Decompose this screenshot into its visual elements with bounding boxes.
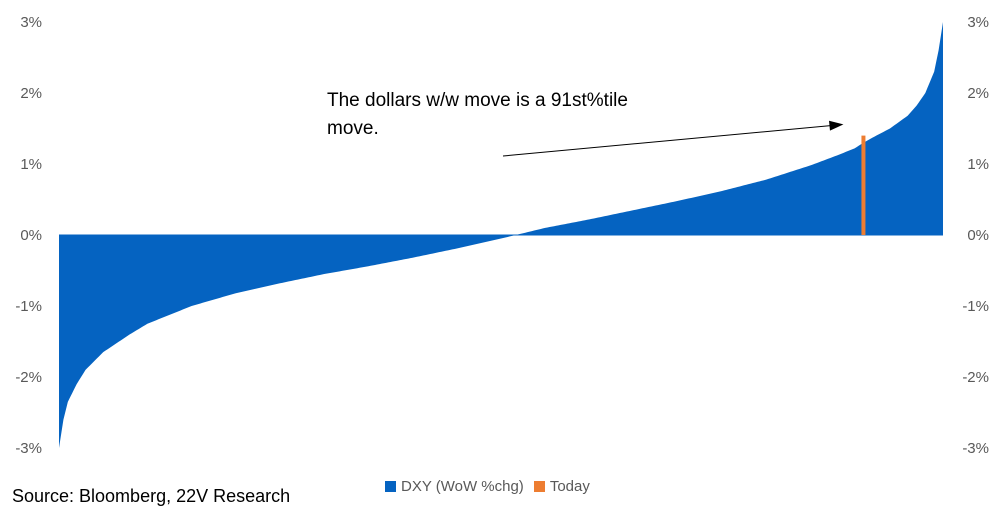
y-tick-left: -2% <box>15 369 42 386</box>
legend-item-today: Today <box>533 478 590 495</box>
legend-label-today: Today <box>549 478 590 495</box>
y-tick-right: -2% <box>962 369 989 386</box>
legend-label-dxy: DXY (WoW %chg) <box>401 478 524 495</box>
source-note: Source: Bloomberg, 22V Research <box>12 486 291 506</box>
y-tick-right: 0% <box>967 227 989 244</box>
legend-item-dxy: DXY (WoW %chg) <box>385 478 524 495</box>
annotation-line-2: move. <box>327 118 379 139</box>
y-tick-left: -3% <box>15 440 42 457</box>
y-tick-right: 1% <box>967 156 989 173</box>
annotation-arrow <box>502 124 842 157</box>
annotation-arrowhead <box>829 120 844 131</box>
y-tick-right: 2% <box>967 85 989 102</box>
y-tick-left: 3% <box>20 14 42 31</box>
y-tick-right: 3% <box>967 14 989 31</box>
legend: DXY (WoW %chg) Today <box>385 478 600 495</box>
y-axis-right: 3% 2% 1% 0% -1% -2% -3% <box>962 14 989 457</box>
annotation-line-1: The dollars w/w move is a 91st%tile <box>327 90 628 111</box>
legend-swatch-dxy <box>385 481 396 492</box>
y-tick-right: -1% <box>962 298 989 315</box>
legend-swatch-today <box>533 481 545 492</box>
today-bar <box>861 135 866 235</box>
y-tick-right: -3% <box>962 440 989 457</box>
y-axis-left: 3% 2% 1% 0% -1% -2% -3% <box>15 14 42 457</box>
y-tick-left: 0% <box>20 227 42 244</box>
y-tick-left: 2% <box>20 85 42 102</box>
y-tick-left: 1% <box>20 156 42 173</box>
y-tick-left: -1% <box>15 298 42 315</box>
